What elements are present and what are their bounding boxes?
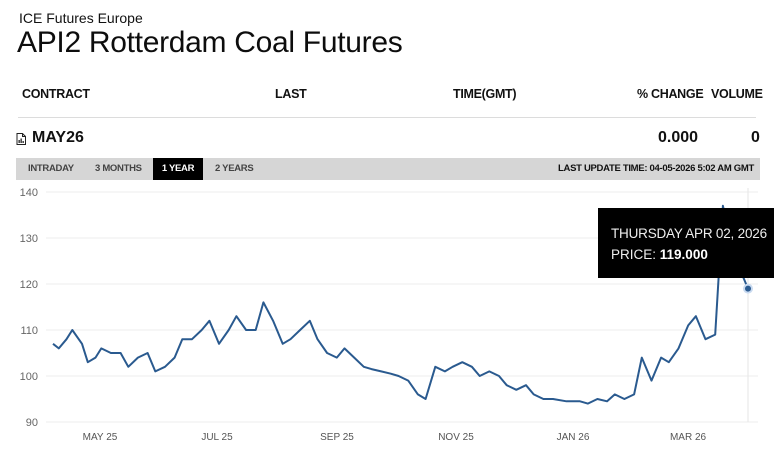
exchange-name: ICE Futures Europe — [19, 10, 143, 26]
page-title: API2 Rotterdam Coal Futures — [17, 26, 403, 59]
range-tab-bar: INTRADAY 3 MONTHS 1 YEAR 2 YEARS LAST UP… — [16, 158, 760, 180]
pct-change-value: 0.000 — [658, 129, 699, 146]
svg-text:100: 100 — [20, 371, 38, 383]
svg-text:120: 120 — [20, 279, 38, 291]
y-axis-labels: 90 100 110 120 130 140 — [20, 187, 38, 429]
svg-text:JUL 25: JUL 25 — [201, 432, 233, 443]
svg-text:JAN 26: JAN 26 — [557, 432, 590, 443]
svg-text:SEP 25: SEP 25 — [320, 432, 354, 443]
price-chart[interactable]: 90 100 110 120 130 140 MAY 25 JUL 25 SEP 25 NOV … — [0, 180, 775, 465]
column-header-volume: VOLUME — [711, 87, 763, 101]
contract-link[interactable]: MAY26 — [32, 129, 84, 146]
x-axis-labels: MAY 25 JUL 25 SEP 25 NOV 25 JAN 26 MAR 26 — [83, 432, 707, 443]
column-header-time: TIME(GMT) — [453, 87, 517, 101]
svg-text:NOV 25: NOV 25 — [438, 432, 474, 443]
hover-point[interactable] — [743, 283, 753, 294]
svg-text:MAY 25: MAY 25 — [83, 432, 118, 443]
price-line[interactable] — [52, 204, 749, 405]
column-header-contract: CONTRACT — [22, 87, 90, 101]
volume-value: 0 — [751, 129, 760, 146]
tab-1-year[interactable]: 1 YEAR — [153, 158, 203, 180]
tab-3-months[interactable]: 3 MONTHS — [95, 163, 142, 174]
tooltip-price-label: PRICE: — [611, 247, 657, 262]
column-header-last: LAST — [275, 87, 307, 101]
document-chart-icon[interactable] — [16, 133, 26, 145]
svg-text:130: 130 — [20, 233, 38, 245]
price-tooltip: THURSDAY APR 02, 2026 PRICE: 119.000 — [598, 208, 774, 278]
tooltip-price-value: 119.000 — [659, 247, 708, 262]
tooltip-price: PRICE: 119.000 — [611, 247, 774, 262]
svg-text:90: 90 — [26, 417, 38, 429]
svg-text:140: 140 — [20, 187, 38, 199]
chart-gridlines — [46, 191, 758, 423]
svg-text:MAR 26: MAR 26 — [670, 432, 707, 443]
tooltip-date: THURSDAY APR 02, 2026 — [611, 226, 767, 241]
column-header-pct-change: % CHANGE — [637, 87, 704, 101]
header-divider — [18, 117, 756, 118]
svg-text:110: 110 — [20, 325, 38, 337]
last-update-time: LAST UPDATE TIME: 04-05-2026 5:02 AM GMT — [558, 163, 754, 174]
tab-2-years[interactable]: 2 YEARS — [215, 163, 254, 174]
tab-intraday[interactable]: INTRADAY — [28, 163, 74, 174]
